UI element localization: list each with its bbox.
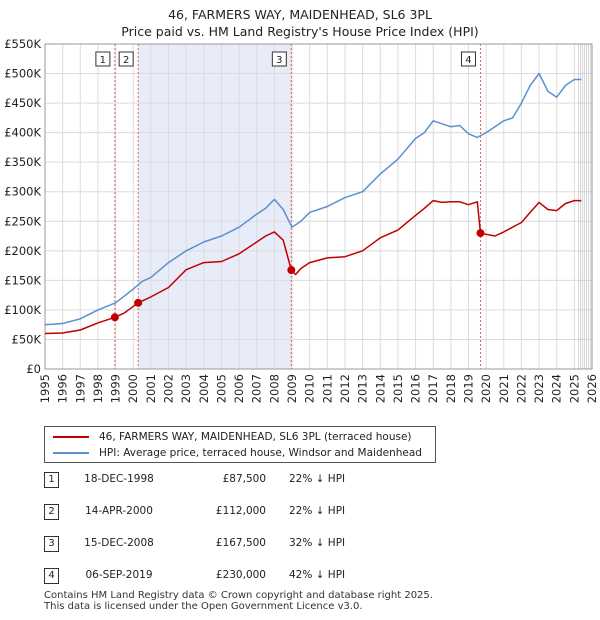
footer-line-2: This data is licensed under the Open Gov… (44, 601, 363, 612)
x-tick-label: 2005 (214, 374, 228, 403)
x-tick-label: 1995 (38, 374, 52, 403)
y-tick-label: £350K (4, 155, 41, 169)
sale-point (110, 313, 119, 322)
x-tick-label: 2024 (550, 374, 564, 403)
x-tick-label: 2018 (444, 374, 458, 403)
x-tick-label: 2016 (409, 374, 423, 403)
x-tick-label: 2006 (232, 374, 246, 403)
plot-frame (44, 43, 593, 370)
transaction-hpi: 42% ↓ HPI (289, 569, 346, 581)
x-tick-label: 2014 (373, 374, 387, 403)
transaction-price: £230,000 (215, 569, 266, 581)
table-row: 4 06-SEP-2019 £230,000 42% ↓ HPI (44, 568, 384, 586)
transaction-date: 06-SEP-2019 (85, 569, 153, 581)
sale-point (287, 266, 296, 275)
sale-label-box (95, 51, 111, 67)
legend: 46, FARMERS WAY, MAIDENHEAD, SL6 3PL (te… (44, 426, 436, 463)
y-tick-label: £500K (4, 67, 41, 81)
x-tick-label: 2007 (250, 374, 264, 403)
sale-label-box (271, 51, 287, 67)
y-tick-label: £300K (4, 185, 41, 199)
legend-item-hpi: HPI: Average price, terraced house, Wind… (53, 446, 422, 460)
transaction-date: 14-APR-2000 (85, 505, 153, 517)
sale-label-box (118, 51, 134, 67)
x-tick-label: 2019 (461, 374, 475, 403)
x-tick-label: 2021 (497, 374, 511, 403)
title-line-1: 46, FARMERS WAY, MAIDENHEAD, SL6 3PL (168, 7, 432, 22)
transaction-price: £87,500 (222, 473, 266, 485)
x-tick-label: 2002 (162, 374, 176, 403)
y-tick-label: £400K (4, 126, 41, 140)
transaction-price: £112,000 (215, 505, 266, 517)
hpi-line (44, 72, 582, 326)
footer-line-1: Contains HM Land Registry data © Crown c… (44, 590, 433, 601)
price-chart: £0 £50K £100K £150K £200K £250K £300K £350K £400… (4, 37, 599, 403)
chart-title: 46, FARMERS WAY, MAIDENHEAD, SL6 3PL Pri… (0, 6, 600, 40)
footer: Contains HM Land Registry data © Crown c… (44, 590, 433, 612)
y-tick-label: £200K (4, 244, 41, 258)
x-tick-label: 1998 (91, 374, 105, 403)
legend-label-property: 46, FARMERS WAY, MAIDENHEAD, SL6 3PL (te… (99, 431, 412, 443)
y-tick-label: £0 (26, 362, 41, 376)
transaction-hpi: 22% ↓ HPI (289, 505, 346, 517)
x-tick-label: 2010 (303, 374, 317, 403)
x-tick-label: 2023 (532, 374, 546, 403)
property-price-line (44, 199, 582, 335)
x-tick-label: 2008 (267, 374, 281, 403)
x-tick-label: 1997 (73, 374, 87, 403)
y-tick-label: £150K (4, 273, 41, 287)
x-tick-label: 2009 (285, 374, 299, 403)
sale-label-number: 2 (123, 55, 129, 66)
x-tick-label: 2022 (514, 374, 528, 403)
table-row: 1 18-DEC-1998 £87,500 22% ↓ HPI (44, 472, 384, 490)
transaction-number: 1 (44, 472, 59, 488)
sale-point (134, 298, 143, 307)
transaction-number: 3 (44, 536, 59, 552)
transaction-price: £167,500 (215, 537, 266, 549)
x-tick-label: 2001 (144, 374, 158, 403)
sale-point (476, 229, 485, 238)
x-tick-label: 2000 (126, 374, 140, 403)
x-tick-label: 1999 (109, 374, 123, 403)
transaction-number: 2 (44, 504, 59, 520)
transaction-hpi: 32% ↓ HPI (289, 537, 346, 549)
shaded-region (138, 44, 292, 369)
transaction-hpi: 22% ↓ HPI (289, 473, 346, 485)
x-tick-label: 2020 (479, 374, 493, 403)
sale-label-number: 3 (276, 55, 282, 66)
legend-swatch-property (53, 436, 89, 438)
title-line-2: Price paid vs. HM Land Registry's House … (121, 24, 479, 39)
x-tick-label: 2015 (391, 374, 405, 403)
sale-label-number: 1 (100, 55, 106, 66)
x-tick-label: 2012 (338, 374, 352, 403)
x-tick-label: 2013 (356, 374, 370, 403)
transaction-date: 18-DEC-1998 (84, 473, 154, 485)
transaction-date: 15-DEC-2008 (84, 537, 154, 549)
x-tick-label: 2011 (320, 374, 334, 403)
y-tick-label: £50K (12, 332, 42, 346)
y-tick-label: £250K (4, 214, 41, 228)
table-row: 2 14-APR-2000 £112,000 22% ↓ HPI (44, 504, 384, 522)
x-tick-label: 2025 (567, 374, 581, 403)
x-tick-label: 2003 (179, 374, 193, 403)
y-tick-label: £450K (4, 96, 41, 110)
legend-label-hpi: HPI: Average price, terraced house, Wind… (99, 447, 422, 459)
y-tick-label: £100K (4, 303, 41, 317)
legend-item-property: 46, FARMERS WAY, MAIDENHEAD, SL6 3PL (te… (53, 430, 412, 444)
sale-label-number: 4 (465, 55, 471, 66)
sale-label-box (460, 51, 476, 67)
x-tick-label: 2004 (197, 374, 211, 403)
transaction-number: 4 (44, 568, 59, 584)
table-row: 3 15-DEC-2008 £167,500 32% ↓ HPI (44, 536, 384, 554)
x-tick-label: 1996 (56, 374, 70, 403)
y-tick-label: £550K (4, 37, 41, 51)
legend-swatch-hpi (53, 452, 89, 454)
x-tick-label: 2026 (585, 374, 599, 403)
x-tick-label: 2017 (426, 374, 440, 403)
